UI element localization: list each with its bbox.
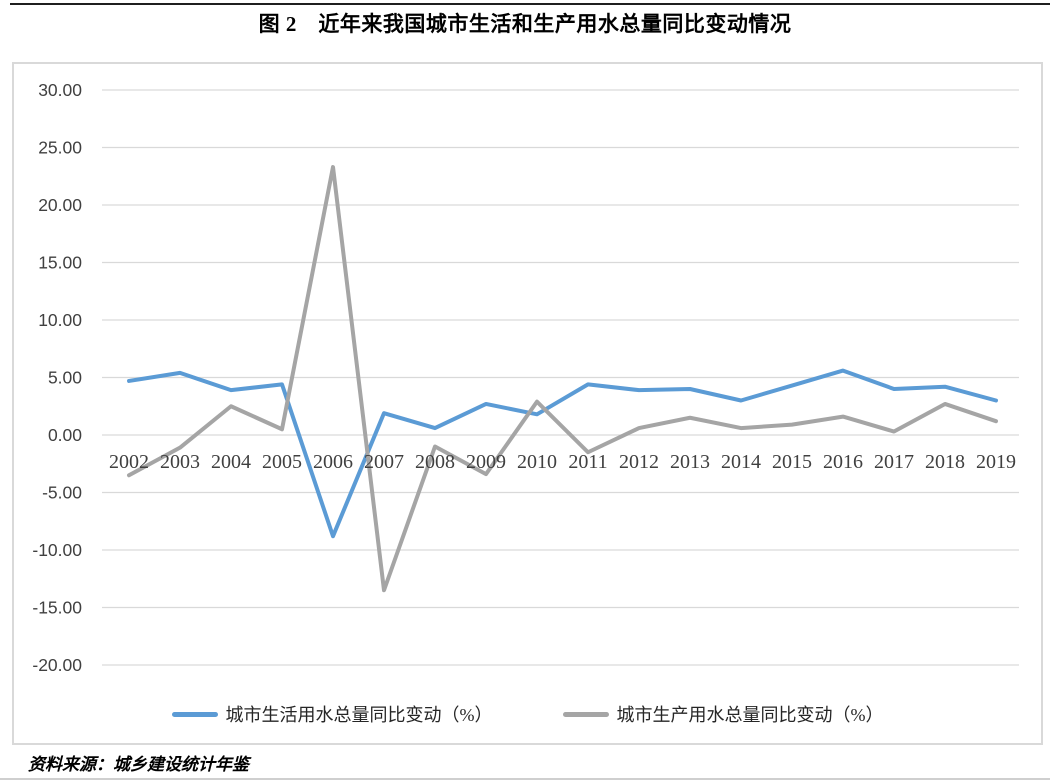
x-axis-tick-label: 2017 <box>874 451 914 473</box>
legend-label-production: 城市生产用水总量同比变动（%） <box>616 705 884 725</box>
legend-swatch-blue-line <box>171 711 218 717</box>
legend-item-life: 城市生活用水总量同比变动（%） <box>171 701 493 727</box>
x-axis-tick-label: 2004 <box>211 451 251 473</box>
x-axis-tick-label: 2011 <box>568 451 607 473</box>
source-note: 资料来源：城乡建设统计年鉴 <box>28 755 249 774</box>
legend-item-production: 城市生产用水总量同比变动（%） <box>562 701 884 727</box>
y-axis-tick-label: -15.00 <box>32 598 82 618</box>
line-chart: 30.00 25.00 20.00 15.00 10.00 5.00 0.00 -5.00 -1… <box>32 80 1019 675</box>
series-line-0 <box>127 368 998 539</box>
y-axis-tick-label: -5.00 <box>42 483 82 503</box>
x-axis-tick-label: 2006 <box>313 451 353 473</box>
legend-label-life: 城市生活用水总量同比变动（%） <box>225 705 493 725</box>
x-axis-tick-label: 2007 <box>364 451 404 473</box>
chart-title: 图 2 近年来我国城市生活和生产用水总量同比变动情况 <box>258 12 792 36</box>
y-axis-tick-label: 30.00 <box>38 80 82 100</box>
y-axis-tick-label: -20.00 <box>32 655 82 675</box>
x-axis-tick-label: 2012 <box>619 451 659 473</box>
x-axis-tick-label: 2008 <box>415 451 455 473</box>
x-axis-tick-label: 2013 <box>670 451 710 473</box>
chart-legend: 城市生活用水总量同比变动（%） 城市生产用水总量同比变动（%） <box>14 701 1041 727</box>
y-axis-tick-label: 10.00 <box>38 310 82 330</box>
legend-swatch-gray-line <box>562 711 609 717</box>
y-axis-tick-label: 15.00 <box>38 253 82 273</box>
top-divider <box>10 3 1050 5</box>
x-axis-tick-label: 2015 <box>772 451 812 473</box>
x-axis-tick-label: 2010 <box>517 451 557 473</box>
chart-plot-area: 30.00 25.00 20.00 15.00 10.00 5.00 0.00 -5.00 -1… <box>12 62 1043 745</box>
y-axis-tick-label: 0.00 <box>48 425 82 445</box>
x-axis-tick-label: 2016 <box>823 451 863 473</box>
y-axis-tick-label: 5.00 <box>48 368 82 388</box>
y-axis-tick-label: 25.00 <box>38 138 82 158</box>
x-axis-tick-label: 2003 <box>160 451 200 473</box>
bottom-divider <box>0 778 1050 780</box>
x-axis-tick-label: 2019 <box>976 451 1016 473</box>
y-axis-tick-label: 20.00 <box>38 195 82 215</box>
x-axis-tick-label: 2005 <box>262 451 302 473</box>
x-axis-tick-label: 2018 <box>925 451 965 473</box>
x-axis-tick-label: 2009 <box>466 451 506 473</box>
x-axis-tick-label: 2002 <box>109 451 149 473</box>
x-axis-tick-label: 2014 <box>721 451 761 473</box>
series-line-1 <box>127 165 998 593</box>
y-axis-tick-label: -10.00 <box>32 540 82 560</box>
